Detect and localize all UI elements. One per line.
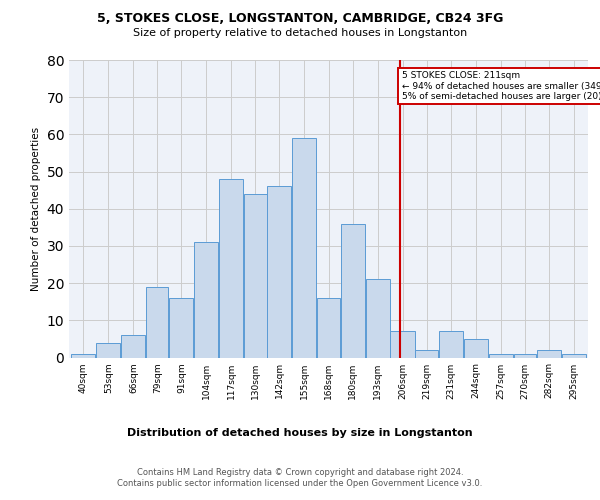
Bar — [220, 179, 244, 358]
Bar — [439, 332, 463, 357]
Text: 5, STOKES CLOSE, LONGSTANTON, CAMBRIDGE, CB24 3FG: 5, STOKES CLOSE, LONGSTANTON, CAMBRIDGE,… — [97, 12, 503, 26]
Bar — [391, 332, 415, 357]
Text: Size of property relative to detached houses in Longstanton: Size of property relative to detached ho… — [133, 28, 467, 38]
Bar — [341, 224, 365, 358]
Bar — [292, 138, 316, 358]
Bar — [268, 186, 292, 358]
Bar — [464, 339, 488, 357]
Text: Contains HM Land Registry data © Crown copyright and database right 2024.
Contai: Contains HM Land Registry data © Crown c… — [118, 468, 482, 487]
Bar — [514, 354, 536, 358]
Bar — [97, 342, 121, 357]
Bar — [536, 350, 560, 358]
Bar — [415, 350, 437, 358]
Text: 5 STOKES CLOSE: 211sqm
← 94% of detached houses are smaller (349)
5% of semi-det: 5 STOKES CLOSE: 211sqm ← 94% of detached… — [401, 71, 600, 101]
Bar — [562, 354, 586, 358]
Bar — [71, 354, 95, 358]
Bar — [365, 280, 389, 357]
Bar — [121, 335, 145, 357]
Bar — [488, 354, 512, 358]
Bar — [146, 287, 169, 358]
Text: Distribution of detached houses by size in Longstanton: Distribution of detached houses by size … — [127, 428, 473, 438]
Bar — [194, 242, 218, 358]
Y-axis label: Number of detached properties: Number of detached properties — [31, 126, 41, 291]
Bar — [169, 298, 193, 358]
Bar — [317, 298, 340, 358]
Bar — [244, 194, 266, 358]
